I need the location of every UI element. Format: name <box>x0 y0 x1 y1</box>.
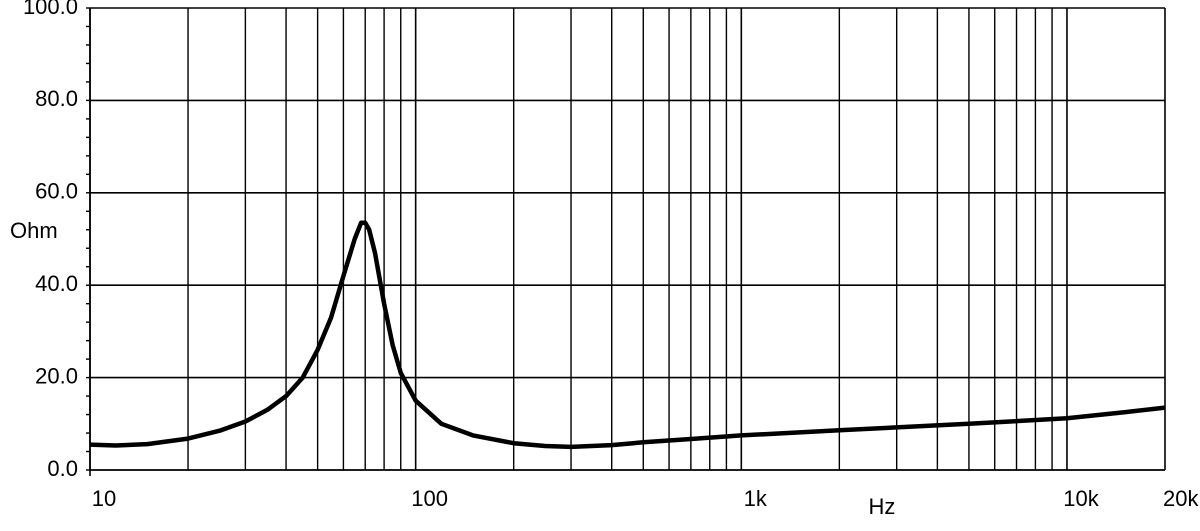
x-tick-label: 20k <box>1163 486 1199 511</box>
y-tick-label: 20.0 <box>35 363 78 388</box>
impedance-curve <box>89 220 1166 450</box>
y-tick-label: 100.0 <box>23 0 78 19</box>
y-axis-label: Ohm <box>10 218 58 243</box>
x-tick-label: 1k <box>744 486 768 511</box>
x-tick-label: 10 <box>92 486 116 511</box>
x-tick-label: 10k <box>1063 486 1099 511</box>
y-tick-label: 60.0 <box>35 179 78 204</box>
y-tick-label: 0.0 <box>47 456 78 481</box>
x-tick-label: 100 <box>411 486 448 511</box>
x-axis-label: Hz <box>869 494 896 519</box>
y-tick-label: 40.0 <box>35 271 78 296</box>
y-tick-label: 80.0 <box>35 86 78 111</box>
